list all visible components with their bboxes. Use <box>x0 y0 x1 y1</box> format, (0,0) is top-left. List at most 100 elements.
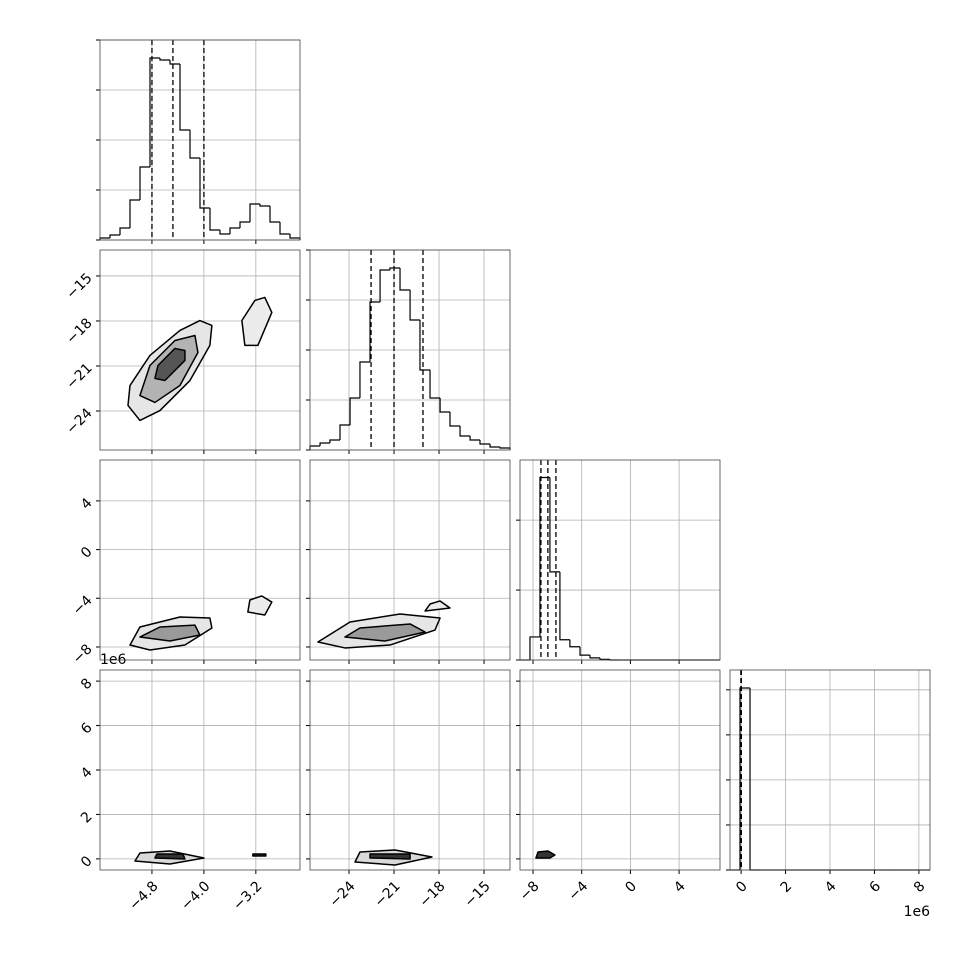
contour <box>139 624 201 642</box>
histogram-bin <box>749 688 760 871</box>
y-tick-label: −18 <box>63 315 95 347</box>
histogram-bin <box>289 234 301 240</box>
x-tick-label: 0 <box>733 878 751 896</box>
histogram-bin <box>109 234 120 238</box>
contour <box>424 600 451 612</box>
x-tick-label: 4 <box>822 878 840 896</box>
histogram-bin <box>549 477 560 573</box>
x-tick-label: −15 <box>461 878 493 910</box>
x-tick-label: −4 <box>565 878 591 904</box>
histogram-bin <box>359 361 371 398</box>
histogram-bin <box>179 64 190 131</box>
y-tick-label: 4 <box>78 764 96 782</box>
histogram-bin <box>129 199 140 228</box>
histogram-bin <box>279 222 290 235</box>
histogram-bin <box>239 221 250 228</box>
histogram-bin <box>439 398 450 413</box>
histogram-bin <box>169 60 180 65</box>
histogram-bin <box>339 424 351 440</box>
x-offset-label: 1e6 <box>904 904 931 920</box>
histogram-bin <box>389 267 401 270</box>
y-tick-label: −4 <box>70 593 96 619</box>
panel-frame <box>309 669 511 871</box>
histogram-bin <box>479 440 491 445</box>
histogram-bin <box>329 439 341 443</box>
histogram-bin <box>539 476 550 637</box>
x-tick-label: −4.8 <box>126 878 161 913</box>
y-tick-label: 4 <box>78 495 96 513</box>
histogram-bin <box>559 571 570 641</box>
histogram-bin <box>149 57 160 167</box>
histogram-bin <box>409 290 420 321</box>
histogram-bin <box>489 444 501 448</box>
y-tick-label: 0 <box>78 544 96 562</box>
histogram-bin <box>499 447 511 450</box>
y-tick-label: 8 <box>78 675 96 693</box>
panel-frame <box>309 459 511 661</box>
y-tick-label: −15 <box>63 270 95 302</box>
histogram-bin <box>399 268 411 291</box>
y-tick-label: 2 <box>78 809 96 827</box>
panel-frame <box>309 249 511 451</box>
x-tick-label: −4.0 <box>178 878 213 913</box>
panel-frame <box>99 249 301 451</box>
histogram-bin <box>429 370 441 399</box>
histogram-bin <box>379 269 390 302</box>
y-tick-label: −8 <box>70 641 96 667</box>
contour <box>241 296 273 347</box>
panel-frame <box>99 39 301 241</box>
histogram-bin <box>139 166 150 200</box>
contour <box>154 853 186 860</box>
contour <box>535 850 556 859</box>
y-tick-label: −24 <box>63 405 95 437</box>
histogram-bin <box>349 397 360 425</box>
histogram-bin <box>419 320 431 371</box>
histogram-bin <box>229 227 240 234</box>
histogram-bin <box>569 639 581 648</box>
histogram-bin <box>459 426 471 437</box>
contour <box>344 623 426 642</box>
histogram-bin <box>119 227 130 235</box>
contour <box>369 853 411 860</box>
x-tick-label: 6 <box>866 878 884 896</box>
panel-frame <box>729 669 931 871</box>
histogram-bin <box>579 646 590 656</box>
histogram-bin <box>449 412 461 427</box>
contour <box>247 595 273 616</box>
x-tick-label: 2 <box>778 878 796 896</box>
panel-frame <box>99 459 301 661</box>
histogram-bin <box>599 657 610 660</box>
y-tick-label: 0 <box>78 853 96 871</box>
histogram-bin <box>469 436 480 441</box>
panel-frame <box>519 459 721 661</box>
contour <box>154 347 186 382</box>
histogram-bin <box>269 206 280 223</box>
histogram-bin <box>259 204 270 207</box>
x-tick-label: 4 <box>671 878 689 896</box>
panel-frame <box>519 669 721 871</box>
histogram-bin <box>159 58 170 61</box>
histogram-bin <box>589 655 600 659</box>
histogram-bin <box>309 445 321 450</box>
histogram-bin <box>189 130 200 159</box>
x-tick-label: −18 <box>416 878 448 910</box>
panel-frame <box>99 669 301 871</box>
contour <box>252 853 267 857</box>
histogram-bin <box>529 636 540 660</box>
histogram-bin <box>369 301 381 362</box>
y-tick-label: −21 <box>63 360 95 392</box>
histogram-bin <box>319 442 330 446</box>
histogram-bin <box>249 203 260 222</box>
x-tick-label: −8 <box>517 878 543 904</box>
x-tick-label: 8 <box>911 878 929 896</box>
histogram-bin <box>199 158 210 209</box>
x-tick-label: −24 <box>326 878 358 910</box>
y-tick-label: 6 <box>78 720 96 738</box>
histogram-bin <box>219 230 230 235</box>
histogram-bin <box>739 687 750 870</box>
x-tick-label: −21 <box>371 878 403 910</box>
x-tick-label: −3.2 <box>230 878 265 913</box>
histogram-bin <box>209 208 220 231</box>
